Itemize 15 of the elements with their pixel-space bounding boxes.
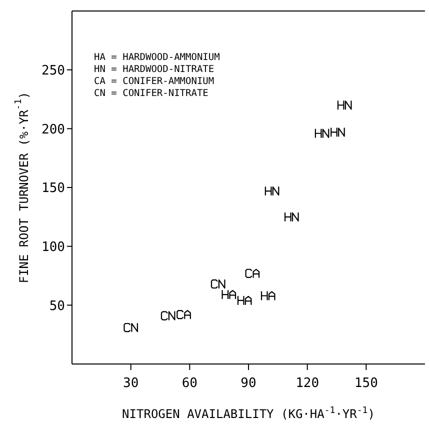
x-tick-label: 60	[182, 376, 198, 392]
y-tick-label: 150	[42, 181, 65, 196]
y-tick-label: 250	[42, 63, 65, 78]
y-tick-label: 200	[42, 122, 65, 138]
y-tick-label: 100	[42, 240, 65, 255]
annotation: CN = CONIFER-NITRATE	[94, 88, 210, 100]
x-tick-label: 90	[240, 376, 256, 392]
x-tick-label: 120	[296, 376, 320, 392]
x-tick-label: 30	[123, 376, 139, 392]
annotation: HA = HARDWOOD-AMMONIUM	[94, 52, 220, 64]
x-axis-title: NITROGEN AVAILABILITY (KG·HA$^{-1}$·YR$^{-1}$)	[122, 406, 375, 421]
x-tick-label: 150	[354, 376, 378, 392]
y-tick-label: 50	[49, 298, 65, 314]
annotation: HN = HARDWOOD-NITRATE	[94, 64, 216, 76]
annotation: CA = CONIFER-AMMONIUM	[94, 76, 216, 88]
